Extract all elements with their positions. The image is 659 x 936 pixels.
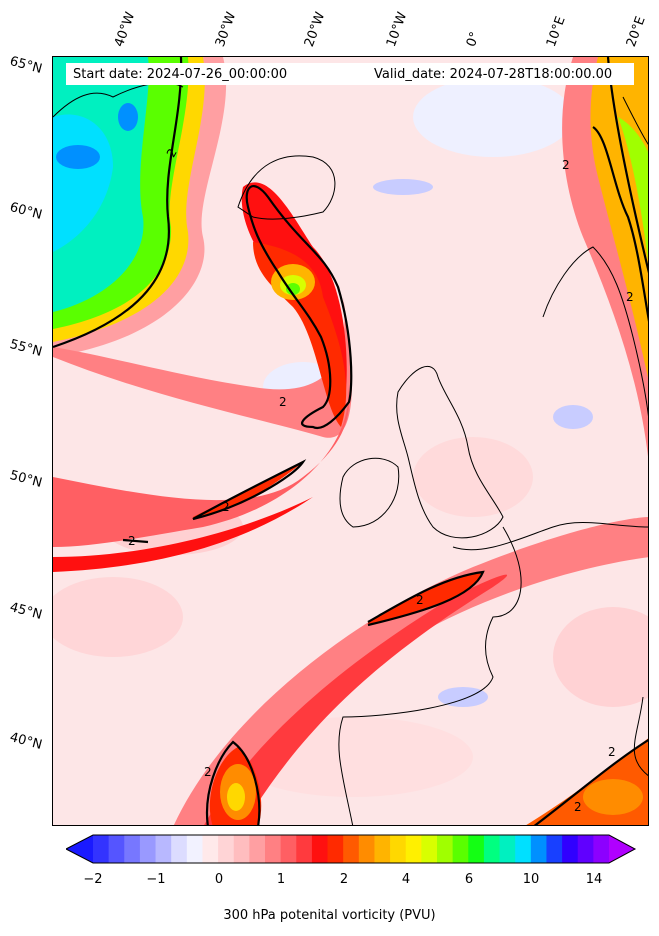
colorbar-bin	[546, 835, 563, 863]
colorbar-bin	[421, 835, 438, 863]
lat-label-50n: 50°N	[8, 468, 44, 491]
start-date-label: Start date: 2024-07-26_00:00:00	[73, 67, 288, 82]
colorbar-bin	[311, 835, 329, 863]
lat-label-45n: 45°N	[8, 600, 44, 623]
colorbar-bin	[452, 835, 469, 863]
contour-label-2: 2	[204, 765, 212, 779]
colorbar-bin	[265, 835, 282, 863]
colorbar-bin	[358, 835, 375, 863]
colorbar-bin	[405, 835, 422, 863]
colorbar-bin	[483, 835, 501, 863]
colorbar-bin	[499, 835, 516, 863]
lon-label-10e: 10°E	[543, 14, 569, 50]
colorbar-bin	[171, 835, 188, 863]
colorbar-tick: 1	[276, 872, 286, 887]
colorbar-bin	[233, 835, 250, 863]
colorbar-extend-max	[609, 835, 636, 863]
colorbar-bin	[374, 835, 391, 863]
contour-label-2: 2	[562, 158, 570, 172]
colorbar-label: 300 hPa potenital vorticity (PVU)	[223, 908, 436, 923]
colorbar-tick: 14	[585, 872, 603, 887]
colorbar-bin	[249, 835, 266, 863]
colorbar-bin	[155, 835, 172, 863]
colorbar-bin	[515, 835, 532, 863]
contour-label-2: 2	[416, 593, 424, 607]
colorbar-tick: 10	[522, 872, 540, 887]
colorbar-bin	[593, 835, 610, 863]
colorbar-bin	[390, 835, 407, 863]
colorbar-bin	[327, 835, 344, 863]
contour-label-2: 2	[222, 500, 230, 514]
contour-label-2: 2	[279, 395, 287, 409]
colorbar-bin	[562, 835, 579, 863]
colorbar-tick: −2	[83, 872, 103, 887]
colorbar-tick: −1	[146, 872, 166, 887]
contour-label-2: 2	[626, 290, 634, 304]
colorbar-bin	[530, 835, 547, 863]
contour-label-2: 2	[608, 745, 616, 759]
colorbar-bin	[296, 835, 313, 863]
lat-label-55n: 55°N	[8, 337, 44, 360]
lon-label-20e: 20°E	[623, 14, 649, 50]
colorbar	[66, 834, 636, 864]
colorbar-bin	[468, 835, 485, 863]
colorbar-tick: 2	[339, 872, 349, 887]
lon-label-20w: 20°W	[301, 10, 329, 49]
lat-label-40n: 40°N	[8, 730, 44, 753]
pv-map	[52, 56, 649, 826]
colorbar-bin	[139, 835, 157, 863]
lat-label-60n: 60°N	[8, 200, 44, 223]
lat-label-65n: 65°N	[8, 54, 44, 77]
lon-label-30w: 30°W	[212, 10, 240, 49]
colorbar-tick: 4	[401, 872, 411, 887]
colorbar-bin	[343, 835, 360, 863]
colorbar-bin	[202, 835, 219, 863]
valid-date-label: Valid_date: 2024-07-28T18:00:00.00	[374, 67, 613, 82]
colorbar-tick: 0	[214, 872, 224, 887]
colorbar-extend-min	[66, 835, 93, 863]
header-box	[66, 63, 634, 85]
colorbar-bin	[437, 835, 454, 863]
colorbar-bin	[280, 835, 297, 863]
contour-label-2: 2	[574, 800, 582, 814]
colorbar-tick: 6	[464, 872, 474, 887]
colorbar-bin	[577, 835, 594, 863]
colorbar-bin	[108, 835, 125, 863]
contour-label-2: 2	[128, 534, 136, 548]
lon-label-40w: 40°W	[111, 10, 139, 49]
pv-field-plot	[53, 57, 648, 825]
colorbar-bin	[124, 835, 141, 863]
lon-label-10w: 10°W	[383, 10, 411, 49]
colorbar-bin	[93, 835, 110, 863]
colorbar-outline	[66, 834, 636, 864]
lon-label-0: 0°	[463, 29, 484, 49]
colorbar-bin	[218, 835, 235, 863]
colorbar-bin	[186, 835, 203, 863]
